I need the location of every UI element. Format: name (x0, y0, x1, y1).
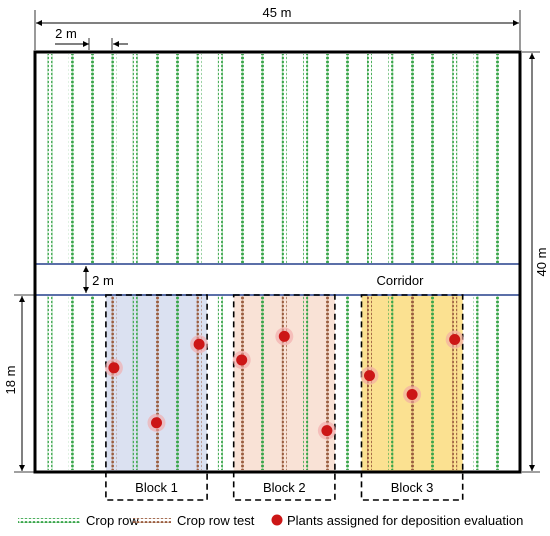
crop-row-lower (68, 295, 74, 470)
crop-row-upper (324, 54, 330, 264)
crop-row-upper (196, 54, 202, 264)
crop-row-lower (90, 295, 96, 470)
block-1-outline (105, 294, 208, 501)
block-1-plant-2 (151, 417, 162, 429)
block-3-plant-2 (406, 388, 418, 400)
block-2-plant-1 (236, 354, 248, 366)
crop-row-test (281, 295, 287, 470)
block-2-plant-3 (321, 425, 333, 437)
crop-row-upper (452, 54, 458, 264)
block-1-plant-3 (193, 338, 205, 350)
crop-row-upper (260, 54, 266, 264)
legend: Crop row Crop row test Plants assigned f… (18, 513, 523, 528)
crop-row-upper (303, 54, 309, 264)
crop-row-lower (175, 295, 181, 470)
crop-row-test (111, 295, 117, 470)
crop-row-lower (345, 295, 351, 470)
crop-row-upper (473, 54, 479, 264)
crop-row-upper (409, 54, 415, 264)
crop-row-lower (473, 295, 479, 470)
height-label: 40 m (534, 248, 549, 277)
block-2-label: Block 2 (263, 480, 306, 495)
crop-row-lower (47, 295, 53, 470)
block-1-plant-1 (108, 362, 120, 374)
crop-row-upper (281, 54, 287, 264)
crop-row-upper (239, 54, 245, 264)
block-2-plant-2 (278, 330, 290, 342)
block-2-outline (232, 294, 336, 501)
crop-row-upper (154, 54, 159, 264)
crop-row-test (196, 295, 202, 470)
crop-row-lower (260, 295, 266, 470)
crop-row-upper (47, 54, 53, 264)
crop-row-test (239, 295, 245, 470)
legend-plant-marker (271, 514, 283, 526)
legend-plants-label: Plants assigned for deposition evaluatio… (287, 513, 523, 528)
crop-row-upper (367, 54, 372, 264)
crop-row-lower (132, 295, 138, 470)
crop-row-upper (111, 54, 117, 264)
block-3-label: Block 3 (391, 480, 434, 495)
crop-row-lower (303, 295, 309, 470)
lower-height-label: 18 m (3, 366, 18, 395)
crop-row-upper (90, 54, 96, 264)
crop-row-upper (68, 54, 74, 264)
block-3-plant-1 (364, 370, 375, 382)
crop-row-upper (345, 54, 351, 264)
legend-crop-row-swatch (18, 518, 80, 523)
legend-crop-row-label: Crop row (86, 513, 139, 528)
field-border (33, 50, 522, 474)
legend-crop-row-test-swatch (133, 518, 171, 523)
width-label: 45 m (263, 5, 292, 20)
crop-row-test (154, 295, 159, 470)
crop-rows (47, 54, 500, 470)
crop-row-test (324, 295, 330, 470)
crop-row-upper (430, 54, 436, 264)
block-labels: Block 1 Block 2 Block 3 (135, 480, 433, 495)
row-spacing-label: 2 m (55, 26, 77, 41)
block-boxes (105, 294, 464, 501)
crop-row-lower (494, 295, 500, 470)
crop-row-upper (494, 54, 500, 264)
crop-row-lower (430, 295, 436, 470)
corridor-label: Corridor (377, 273, 425, 288)
crop-row-upper (217, 54, 223, 264)
crop-row-lower (388, 295, 394, 470)
corridor (34, 263, 521, 296)
crop-row-upper (388, 54, 394, 264)
crop-row-test (409, 295, 415, 470)
corridor-width-label: 2 m (92, 273, 114, 288)
crop-row-upper (175, 54, 181, 264)
legend-crop-row-test-label: Crop row test (177, 513, 255, 528)
crop-row-upper (132, 54, 138, 264)
crop-row-lower (217, 295, 223, 470)
block-3-outline (360, 294, 464, 501)
crop-row-test (452, 295, 458, 470)
block-3-plant-3 (449, 334, 461, 346)
block-1-label: Block 1 (135, 480, 178, 495)
plants (104, 327, 464, 440)
